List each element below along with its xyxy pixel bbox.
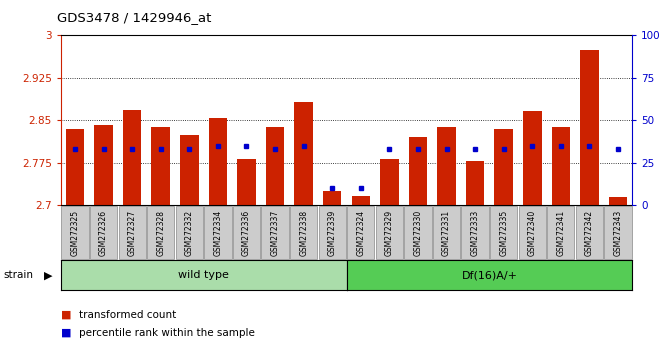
Text: GSM272340: GSM272340 xyxy=(528,210,537,256)
Bar xyxy=(352,196,370,205)
Text: GSM272339: GSM272339 xyxy=(328,210,337,256)
Bar xyxy=(94,125,113,205)
Bar xyxy=(609,198,627,205)
Bar xyxy=(380,159,399,205)
Bar xyxy=(580,50,599,205)
Text: transformed count: transformed count xyxy=(79,310,176,320)
Text: wild type: wild type xyxy=(178,270,229,280)
Text: ■: ■ xyxy=(61,310,71,320)
Bar xyxy=(123,110,141,205)
Bar xyxy=(523,111,542,205)
Text: GSM272326: GSM272326 xyxy=(99,210,108,256)
Bar xyxy=(437,127,456,205)
Text: GSM272332: GSM272332 xyxy=(185,210,194,256)
Text: ■: ■ xyxy=(61,328,71,338)
Text: GSM272342: GSM272342 xyxy=(585,210,594,256)
Bar xyxy=(151,127,170,205)
Text: GSM272324: GSM272324 xyxy=(356,210,365,256)
Bar xyxy=(494,130,513,205)
Bar xyxy=(66,129,84,205)
Bar xyxy=(294,102,313,205)
Text: percentile rank within the sample: percentile rank within the sample xyxy=(79,328,255,338)
Bar xyxy=(409,137,427,205)
Bar xyxy=(552,127,570,205)
Text: GDS3478 / 1429946_at: GDS3478 / 1429946_at xyxy=(57,11,212,24)
Text: GSM272333: GSM272333 xyxy=(471,210,480,256)
Bar xyxy=(237,159,256,205)
Text: GSM272327: GSM272327 xyxy=(127,210,137,256)
Text: GSM272325: GSM272325 xyxy=(71,210,79,256)
Text: GSM272334: GSM272334 xyxy=(213,210,222,256)
Bar xyxy=(466,161,484,205)
Text: strain: strain xyxy=(3,270,33,280)
Text: GSM272331: GSM272331 xyxy=(442,210,451,256)
Text: GSM272338: GSM272338 xyxy=(299,210,308,256)
Text: GSM272343: GSM272343 xyxy=(614,210,622,256)
Text: GSM272335: GSM272335 xyxy=(499,210,508,256)
Bar xyxy=(323,190,341,205)
Text: GSM272328: GSM272328 xyxy=(156,210,165,256)
Text: GSM272336: GSM272336 xyxy=(242,210,251,256)
Text: Df(16)A/+: Df(16)A/+ xyxy=(461,270,517,280)
Text: GSM272341: GSM272341 xyxy=(556,210,566,256)
Text: GSM272330: GSM272330 xyxy=(413,210,422,256)
Bar xyxy=(266,127,284,205)
Bar xyxy=(209,118,227,205)
Bar xyxy=(180,135,199,205)
Text: GSM272337: GSM272337 xyxy=(271,210,280,256)
Text: ▶: ▶ xyxy=(44,270,53,280)
Text: GSM272329: GSM272329 xyxy=(385,210,394,256)
